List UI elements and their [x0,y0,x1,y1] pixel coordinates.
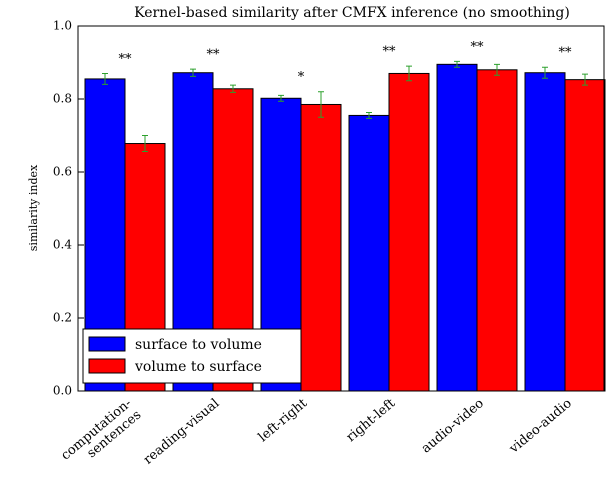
significance-label: ** [383,45,397,60]
error-bar [102,72,108,85]
error-bar [142,135,148,153]
significance-label: ** [119,52,133,67]
y-axis-label: similarity index [27,164,40,251]
significance-label: ** [471,40,485,55]
y-tick-label: 0.0 [53,384,72,398]
error-bar [494,63,500,76]
error-bar [318,91,324,118]
chart-title: Kernel-based similarity after CMFX infer… [134,5,570,21]
plot-frame [77,25,605,392]
y-tick-label: 0.8 [53,92,72,106]
error-bar [406,65,412,82]
significance-label: * [298,70,305,85]
error-bar [542,66,548,79]
error-bar [454,60,460,68]
bar [436,63,478,392]
bar [388,72,430,392]
error-bar [190,68,196,77]
bar [300,103,342,392]
bar [476,69,518,392]
legend-swatch [88,358,126,374]
bar [348,114,390,392]
legend-label: volume to surface [134,359,262,375]
significance-label: ** [207,48,221,63]
y-tick-label: 0.6 [53,165,72,179]
error-bar [278,94,284,102]
bar [524,72,566,392]
y-tick-label: 0.4 [53,238,72,252]
legend-swatch [88,336,126,352]
legend-label: surface to volume [135,337,262,353]
error-bar [582,73,588,86]
bar [564,79,606,392]
y-tick-label: 0.2 [53,311,72,325]
y-tick-label: 1.0 [53,19,72,33]
error-bar [366,112,372,119]
error-bar [230,84,236,93]
significance-label: ** [559,46,573,61]
